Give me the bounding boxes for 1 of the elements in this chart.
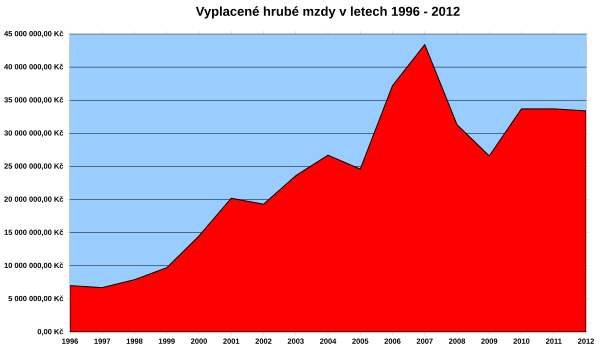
- chart-title: Vyplacené hrubé mzdy v letech 1996 - 2012: [196, 6, 460, 18]
